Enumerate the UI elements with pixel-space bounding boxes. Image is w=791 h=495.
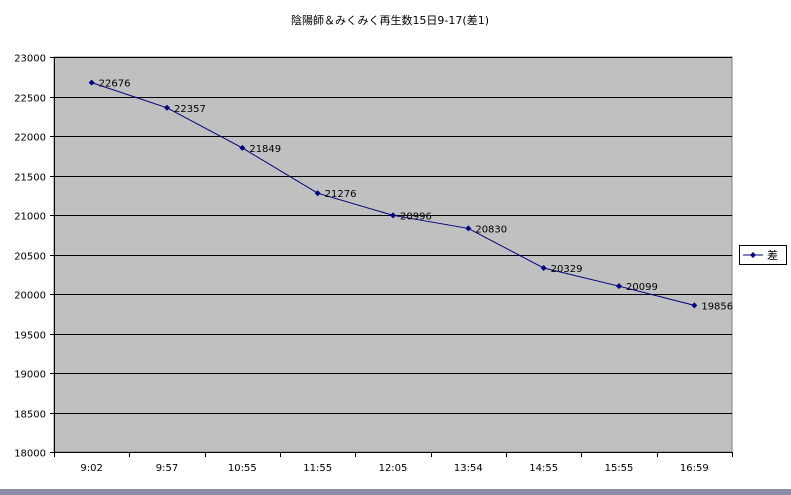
legend-label: 差: [767, 248, 778, 262]
x-tick-label: 15:55: [605, 463, 634, 474]
y-tick-label: 19500: [14, 331, 46, 342]
data-label: 20830: [475, 224, 507, 235]
y-tick-label: 20500: [14, 252, 46, 263]
data-label: 20099: [626, 282, 658, 293]
data-point: [616, 283, 622, 290]
data-point: [239, 144, 246, 151]
data-label: 20329: [551, 264, 583, 275]
x-tick-label: 13:54: [454, 463, 483, 474]
y-tick-label: 23000: [14, 54, 46, 65]
y-tick-label: 19000: [14, 370, 46, 381]
window-bottom-edge: [0, 489, 791, 495]
data-point: [88, 79, 95, 86]
data-point: [540, 265, 547, 272]
data-label: 21849: [249, 144, 281, 155]
x-tick-label: 12:05: [379, 463, 408, 474]
data-point: [465, 225, 472, 232]
x-tick-label: 9:02: [80, 463, 102, 474]
y-tick-label: 22500: [14, 94, 46, 105]
x-tick-label: 16:59: [680, 463, 709, 474]
legend: 差: [739, 245, 787, 265]
plot-area: 23000 22500 22000 21500 21000 20500 20000 19500…: [14, 54, 733, 475]
plot-background: [53, 56, 733, 453]
y-tick-label: 21500: [14, 173, 46, 184]
data-label: 22357: [174, 104, 206, 115]
data-label: 20996: [400, 211, 432, 222]
data-label: 22676: [99, 79, 131, 90]
y-tick-label: 18500: [14, 410, 46, 421]
data-point: [314, 190, 321, 197]
data-label: 19856: [701, 301, 733, 312]
data-point: [164, 104, 170, 111]
y-tick-label: 21000: [14, 212, 46, 223]
y-tick-label: 18000: [14, 449, 46, 460]
data-point: [691, 302, 698, 309]
x-tick-label: 14:55: [529, 463, 558, 474]
x-tick-label: 10:55: [228, 463, 257, 474]
legend-swatch-marker: [750, 252, 756, 258]
y-tick-label: 20000: [14, 291, 46, 302]
x-tick-label: 9:57: [156, 463, 178, 474]
y-tick-label: 22000: [14, 133, 46, 144]
chart-title: 陰陽師＆みくみく再生数15日9-17(差1): [291, 13, 489, 27]
data-label: 21276: [325, 189, 357, 200]
data-point: [390, 212, 396, 219]
x-tick-label: 11:55: [303, 463, 332, 474]
